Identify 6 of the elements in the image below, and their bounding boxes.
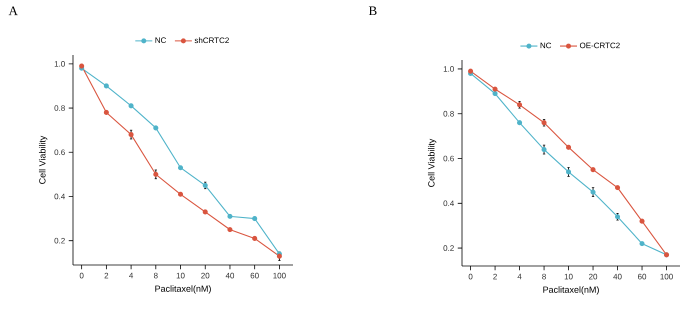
y-axis-title: Cell Viability (428, 138, 436, 187)
x-axis-title: Paclitaxel(nM) (543, 286, 599, 295)
y-axis-title: Cell Viability (38, 136, 48, 184)
x-axis-title: Paclitaxel(nM) (155, 285, 211, 294)
chart-title: B (368, 6, 377, 16)
chart-title: A (8, 6, 18, 16)
